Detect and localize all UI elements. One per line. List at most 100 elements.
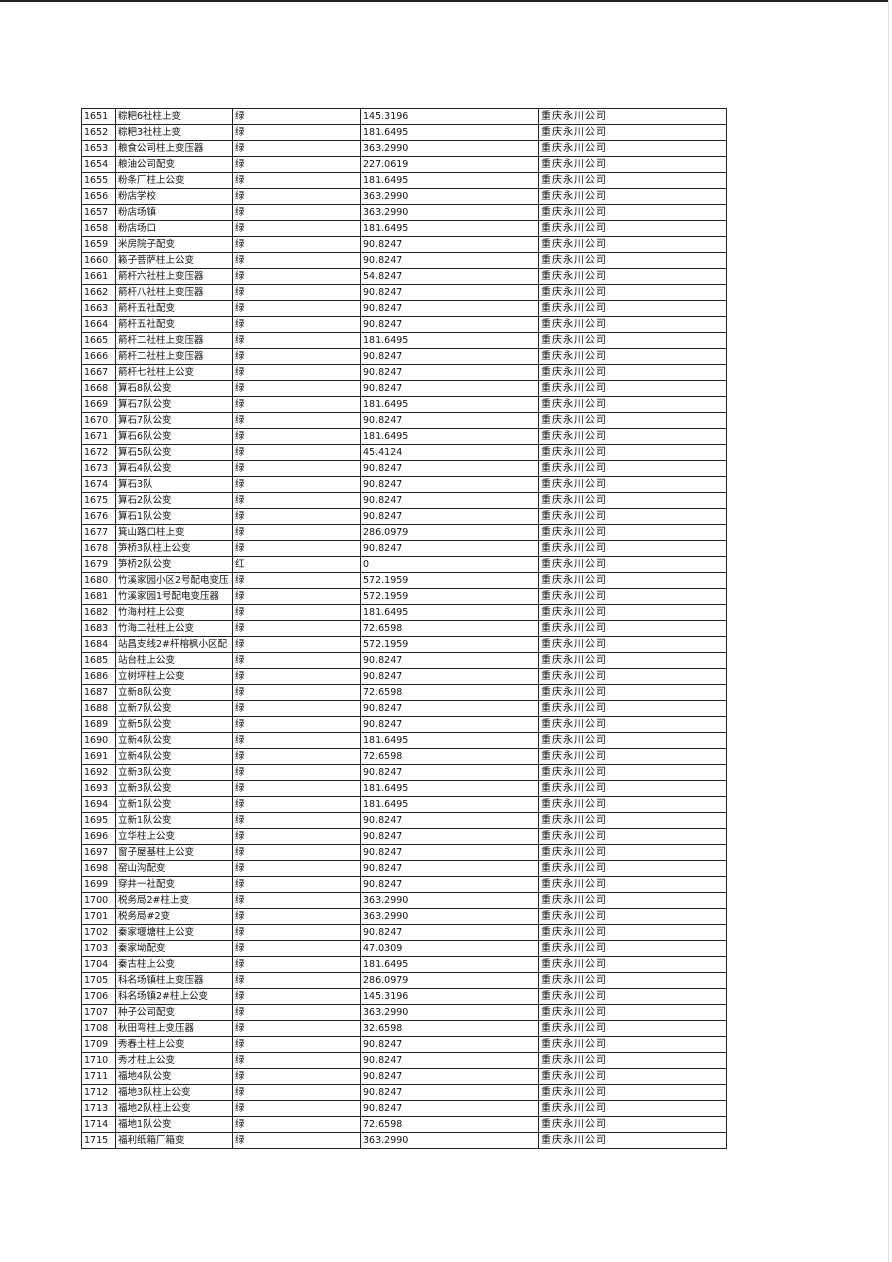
table-row: 1682 竹海村柱上公变绿 181.6495 重庆永川公司 [81,604,727,621]
row-number-cell: 1673 [81,460,116,477]
value-cell: 72.6598 [360,1116,539,1133]
transformer-name-cell: 算石7队公变 [115,412,233,429]
transformer-name-cell: 箭杆七社柱上公变 [115,364,233,381]
status-cell: 绿 [232,508,361,525]
row-number-cell: 1699 [81,876,116,893]
row-number-cell: 1713 [81,1100,116,1117]
company-cell: 重庆永川公司 [538,572,727,589]
company-cell: 重庆永川公司 [538,844,727,861]
company-cell: 重庆永川公司 [538,972,727,989]
company-cell: 重庆永川公司 [538,1068,727,1085]
value-cell: 181.6495 [360,332,539,349]
row-number-cell: 1677 [81,524,116,541]
value-cell: 90.8247 [360,844,539,861]
transformer-name-cell: 箕山路口柱上变 [115,524,233,541]
table-row: 1712 福地3队柱上公变绿 90.8247 重庆永川公司 [81,1084,727,1101]
value-cell: 90.8247 [360,348,539,365]
transformer-name-cell: 箭杆八社柱上变压器 [115,284,233,301]
table-row: 1677 箕山路口柱上变绿 286.0979 重庆永川公司 [81,524,727,541]
row-number-cell: 1662 [81,284,116,301]
transformer-name-cell: 秦古柱上公变 [115,956,233,973]
company-cell: 重庆永川公司 [538,924,727,941]
table-row: 1679 笋桥2队公变红 0 重庆永川公司 [81,556,727,573]
value-cell: 0 [360,556,539,573]
status-cell: 绿 [232,908,361,925]
transformer-name-cell: 算石5队公变 [115,444,233,461]
transformer-name-cell: 箭杆六社柱上变压器 [115,268,233,285]
company-cell: 重庆永川公司 [538,876,727,893]
row-number-cell: 1681 [81,588,116,605]
row-number-cell: 1667 [81,364,116,381]
company-cell: 重庆永川公司 [538,860,727,877]
value-cell: 90.8247 [360,380,539,397]
table-row: 1699 穿井一社配变绿 90.8247 重庆永川公司 [81,876,727,893]
value-cell: 572.1959 [360,572,539,589]
transformer-name-cell: 福地4队公变 [115,1068,233,1085]
status-cell: 绿 [232,892,361,909]
company-cell: 重庆永川公司 [538,364,727,381]
table-row: 1697 窗子屋基柱上公变绿 90.8247 重庆永川公司 [81,844,727,861]
table-row: 1687 立新8队公变绿 72.6598 重庆永川公司 [81,684,727,701]
status-cell: 绿 [232,140,361,157]
company-cell: 重庆永川公司 [538,620,727,637]
value-cell: 90.8247 [360,652,539,669]
row-number-cell: 1670 [81,412,116,429]
table-row: 1674 算石3队绿 90.8247 重庆永川公司 [81,476,727,493]
status-cell: 绿 [232,684,361,701]
transformer-name-cell: 站昌支线2#杆榕枫小区配 [115,636,233,653]
row-number-cell: 1705 [81,972,116,989]
row-number-cell: 1683 [81,620,116,637]
transformer-name-cell: 秦家坳配变 [115,940,233,957]
table-row: 1690 立新4队公变绿 181.6495 重庆永川公司 [81,732,727,749]
status-cell: 绿 [232,524,361,541]
value-cell: 90.8247 [360,460,539,477]
status-cell: 绿 [232,428,361,445]
value-cell: 90.8247 [360,700,539,717]
company-cell: 重庆永川公司 [538,1100,727,1117]
value-cell: 363.2990 [360,1004,539,1021]
company-cell: 重庆永川公司 [538,268,727,285]
status-cell: 绿 [232,652,361,669]
row-number-cell: 1676 [81,508,116,525]
value-cell: 363.2990 [360,908,539,925]
transformer-name-cell: 立华柱上公变 [115,828,233,845]
company-cell: 重庆永川公司 [538,188,727,205]
transformer-name-cell: 立新3队公变 [115,780,233,797]
table-row: 1676 算石1队公变绿 90.8247 重庆永川公司 [81,508,727,525]
transformer-name-cell: 粮食公司柱上变压器 [115,140,233,157]
status-cell: 绿 [232,780,361,797]
row-number-cell: 1657 [81,204,116,221]
table-row: 1686 立树坪柱上公变绿 90.8247 重庆永川公司 [81,668,727,685]
table-row: 1698 窑山沟配变绿 90.8247 重庆永川公司 [81,860,727,877]
value-cell: 90.8247 [360,412,539,429]
table-row: 1707 种子公司配变绿 363.2990 重庆永川公司 [81,1004,727,1021]
table-body: 1651 粽粑6社柱上变绿 145.3196 重庆永川公司 1652 粽粑3社柱上变绿 18… [81,108,727,1149]
transformer-name-cell: 算石6队公变 [115,428,233,445]
transformer-name-cell: 竹溪家园1号配电变压器 [115,588,233,605]
status-cell: 绿 [232,828,361,845]
value-cell: 181.6495 [360,220,539,237]
transformer-name-cell: 算石8队公变 [115,380,233,397]
row-number-cell: 1709 [81,1036,116,1053]
company-cell: 重庆永川公司 [538,284,727,301]
transformer-name-cell: 米房院子配变 [115,236,233,253]
status-cell: 绿 [232,220,361,237]
status-cell: 绿 [232,172,361,189]
status-cell: 绿 [232,844,361,861]
transformer-name-cell: 福地2队柱上公变 [115,1100,233,1117]
status-cell: 绿 [232,1020,361,1037]
value-cell: 90.8247 [360,1036,539,1053]
table-row: 1675 算石2队公变绿 90.8247 重庆永川公司 [81,492,727,509]
transformer-name-cell: 箭杆五社配变 [115,300,233,317]
company-cell: 重庆永川公司 [538,636,727,653]
status-cell: 绿 [232,412,361,429]
company-cell: 重庆永川公司 [538,412,727,429]
value-cell: 90.8247 [360,236,539,253]
status-cell: 绿 [232,732,361,749]
row-number-cell: 1680 [81,572,116,589]
company-cell: 重庆永川公司 [538,812,727,829]
value-cell: 363.2990 [360,140,539,157]
company-cell: 重庆永川公司 [538,1020,727,1037]
row-number-cell: 1708 [81,1020,116,1037]
status-cell: 绿 [232,460,361,477]
